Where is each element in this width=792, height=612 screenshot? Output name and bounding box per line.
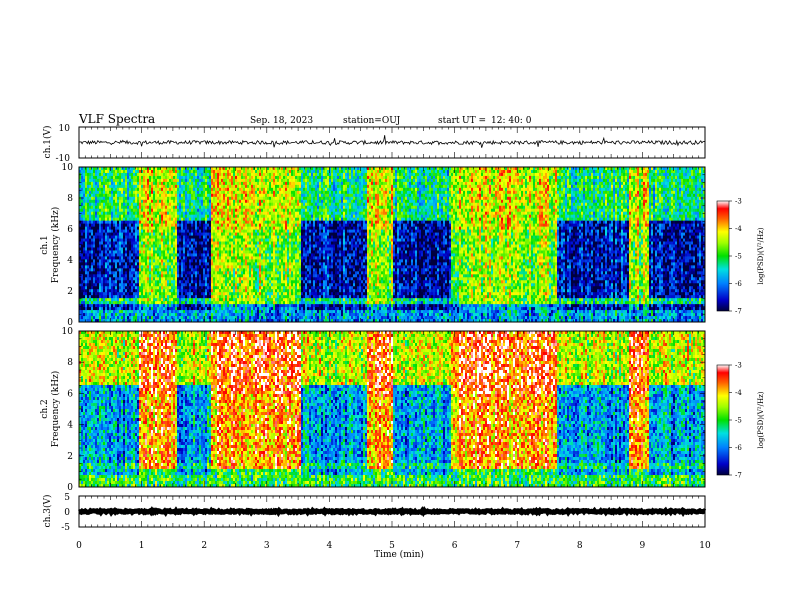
ch2-colorbar-tick--5: -5 <box>735 417 742 425</box>
ch2-spec-ylabel-ch: ch.2 <box>40 399 50 418</box>
ch1-colorbar-tick--4: -4 <box>735 225 742 233</box>
time-tick-4: 4 <box>327 541 333 551</box>
ch2-spectrogram-panel: 0 2 4 6 8 10 ch.2 Frequency (kHz) <box>40 327 706 493</box>
ch2-colorbar-tick--3: -3 <box>735 362 742 370</box>
ch1-spec-ytick-6: 6 <box>67 225 73 235</box>
ch2-spec-ylabel-freq: Frequency (kHz) <box>50 371 61 448</box>
ch1-spec-ylabel-ch: ch.1 <box>40 235 50 254</box>
time-tick-1: 1 <box>139 541 145 551</box>
time-tick-0: 0 <box>76 541 82 551</box>
ch1-colorbar-tick--3: -3 <box>735 198 742 206</box>
ch2-frequency-tick-labels: 0 2 4 6 8 10 <box>62 327 74 493</box>
time-tick-8: 8 <box>577 541 583 551</box>
ch2-colorbar-tick--6: -6 <box>735 444 742 452</box>
ch2-colorbar-scale <box>716 364 730 476</box>
ch1-spectrogram-panel: 0 2 4 6 8 10 ch.1 Frequency (kHz) <box>40 163 706 328</box>
ch1-ytick-bottom: -10 <box>56 154 71 164</box>
ch3-waveform-panel: 5 0 -5 ch.3(V) <box>42 493 707 533</box>
ch1-colorbar-label: log(PSD)(V²/Hz) <box>757 227 765 284</box>
ch1-waveform-ticks <box>78 127 706 158</box>
time-tick-7: 7 <box>514 541 520 551</box>
ch1-spec-ytick-0: 0 <box>67 318 73 328</box>
ch1-spec-ylabel-freq: Frequency (kHz) <box>50 207 61 284</box>
ch2-spec-ytick-2: 2 <box>67 452 73 462</box>
time-tick-9: 9 <box>640 541 646 551</box>
date-label: Sep. 18, 2023 <box>250 116 313 126</box>
start-time: 12: 40: 0 <box>491 116 532 126</box>
ch2-spec-ytick-4: 4 <box>67 421 73 431</box>
ch2-colorbar-label: log(PSD)(V²/Hz) <box>757 391 765 448</box>
ch1-colorbar-tick--6: -6 <box>735 280 742 288</box>
time-tick-3: 3 <box>264 541 270 551</box>
station-label: station=OUJ <box>343 116 401 126</box>
ch2-spec-ytick-8: 8 <box>67 358 73 368</box>
ch2-spec-ytick-10: 10 <box>62 327 74 337</box>
ch2-spectrogram-ticks <box>78 330 706 488</box>
ch1-spectrogram-ticks <box>78 166 706 323</box>
ch1-ytick-top: 10 <box>59 124 71 134</box>
ch1-colorbar: -3 -4 -5 -6 -7 log(PSD)(V²/Hz) <box>716 198 765 316</box>
ch3-ytick-mid: 0 <box>64 508 70 518</box>
time-tick-6: 6 <box>452 541 458 551</box>
ch3-waveform-line <box>78 505 707 518</box>
time-tick-5: 5 <box>389 541 395 551</box>
ch1-spec-ytick-4: 4 <box>67 256 73 266</box>
ch2-colorbar: -3 -4 -5 -6 -7 log(PSD)(V²/Hz) <box>716 362 765 480</box>
ch1-colorbar-ticks: -3 -4 -5 -6 -7 <box>729 198 742 316</box>
ch2-spec-ytick-0: 0 <box>67 483 73 493</box>
ch2-colorbar-tick--7: -7 <box>735 472 742 480</box>
ut-label: UT = <box>462 116 486 126</box>
ch3-waveform-ticks <box>78 496 706 527</box>
ch2-colorbar-tick--4: -4 <box>735 389 742 397</box>
ch1-waveform-panel: 10 -10 ch.1(V) <box>42 124 706 164</box>
time-tick-2: 2 <box>201 541 207 551</box>
ch1-spectrogram-image <box>79 167 706 323</box>
x-axis-label: Time (min) <box>374 549 424 560</box>
ch1-colorbar-tick--5: -5 <box>735 253 742 261</box>
time-tick-10: 10 <box>699 541 711 551</box>
ch1-spec-ytick-8: 8 <box>67 194 73 204</box>
ch1-ylabel: ch.1(V) <box>42 126 53 159</box>
ch2-colorbar-ticks: -3 -4 -5 -6 -7 <box>729 362 742 480</box>
ch1-spec-ytick-2: 2 <box>67 287 73 297</box>
ch1-waveform-line <box>78 135 706 148</box>
ch3-ytick-top: 5 <box>64 493 70 503</box>
ch1-frequency-tick-labels: 0 2 4 6 8 10 <box>62 163 74 328</box>
ch2-spectrogram-image <box>79 331 706 488</box>
ch1-colorbar-tick--7: -7 <box>735 308 742 316</box>
ch3-ylabel: ch.3(V) <box>42 495 53 528</box>
ch2-spec-ytick-6: 6 <box>67 389 73 399</box>
figure-title: VLF Spectra <box>78 112 155 126</box>
ch1-colorbar-scale <box>716 200 730 312</box>
start-label: start <box>438 116 460 126</box>
ch3-ytick-bottom: -5 <box>61 523 70 533</box>
time-tick-labels: 0 1 2 3 4 5 6 7 8 9 10 <box>76 541 711 551</box>
ch1-spec-ytick-10: 10 <box>62 163 74 173</box>
